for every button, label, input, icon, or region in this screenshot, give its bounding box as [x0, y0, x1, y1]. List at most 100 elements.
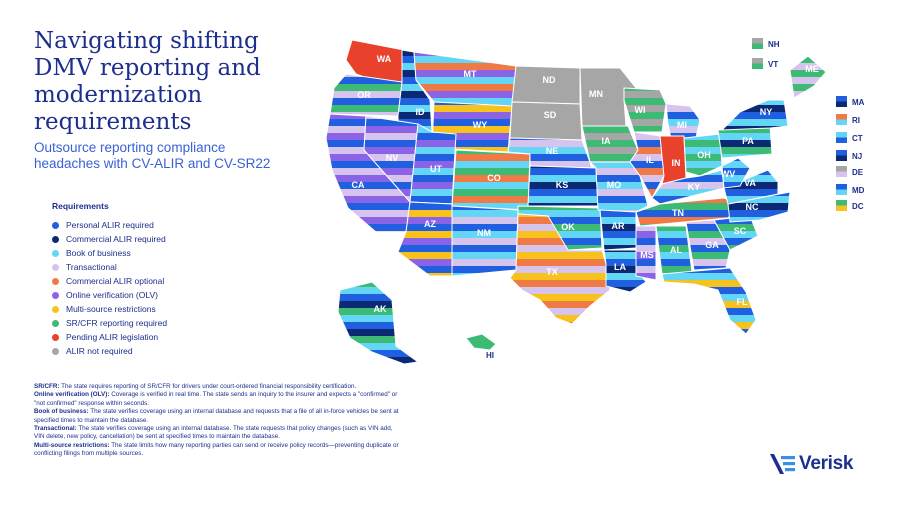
state-label-sc: SC [734, 226, 747, 236]
small-state-swatch [752, 43, 763, 49]
state-label-or: OR [357, 90, 371, 100]
small-state-swatch [836, 132, 847, 138]
small-state-swatch [836, 166, 847, 172]
legend-item-sr-cfr: SR/CFR reporting required [52, 316, 167, 330]
small-state-swatch [836, 200, 847, 206]
page-title: Navigating shifting DMV reporting and mo… [34, 28, 261, 135]
small-states-key: NH VT MA RI CT NJ DE MD DC [752, 38, 865, 211]
state-ny [720, 99, 789, 131]
legend-swatch [52, 333, 59, 341]
small-state-key-nj: NJ [836, 150, 862, 161]
legend-item-not-required: ALIR not required [52, 344, 167, 358]
state-label-ca: CA [352, 180, 365, 190]
small-state-key-ct: CT [836, 132, 863, 143]
state-label-ks: KS [556, 180, 569, 190]
state-label-nd: ND [543, 75, 556, 85]
state-ak [337, 281, 420, 365]
legend-swatch [52, 305, 59, 313]
state-nc [727, 191, 791, 223]
note-transactional: Transactional: The state verifies covera… [34, 425, 393, 441]
legend-item-book-of-business: Book of business [52, 246, 167, 260]
state-sd [509, 101, 583, 141]
small-state-label-nh: NH [768, 40, 780, 49]
state-label-ia: IA [602, 136, 612, 146]
note-olv: Online verification (OLV): Coverage is v… [34, 391, 398, 407]
legend-swatch [52, 249, 59, 257]
state-label-az: AZ [424, 219, 436, 229]
legend-item-personal-alir: Personal ALIR required [52, 218, 167, 232]
state-label-me: ME [805, 64, 819, 74]
state-or [329, 73, 403, 117]
state-label-va: VA [744, 178, 756, 188]
state-label-wi: WI [635, 105, 646, 115]
state-label-nc: NC [746, 202, 759, 212]
state-label-mi: MI [677, 120, 687, 130]
state-label-la: LA [614, 262, 626, 272]
legend-item-multi-source: Multi-source restrictions [52, 302, 167, 316]
state-me [789, 55, 827, 99]
note-sr-cfr: SR/CFR: The state requires reporting of … [34, 383, 357, 390]
state-label-oh: OH [697, 150, 711, 160]
state-nd [511, 65, 581, 105]
state-tx [509, 213, 611, 325]
small-state-swatch [752, 58, 763, 64]
legend-item-pending: Pending ALIR legislation [52, 330, 167, 344]
legend-swatch [52, 263, 59, 271]
state-wv [721, 157, 751, 189]
state-va [723, 169, 779, 205]
legend-swatch [52, 221, 59, 229]
legend-swatch [52, 291, 59, 299]
state-fl [661, 267, 757, 335]
legend-item-transactional: Transactional [52, 260, 167, 274]
small-state-swatch [836, 137, 847, 143]
small-state-key-dc: DC [836, 200, 864, 211]
page-subtitle: Outsource reporting compliance headaches… [34, 140, 271, 171]
small-state-key-ri: RI [836, 114, 860, 125]
small-state-swatch [836, 184, 847, 190]
state-label-hi: HI [486, 351, 494, 360]
verisk-logo: Verisk [768, 451, 854, 477]
small-state-key-md: MD [836, 184, 865, 195]
state-label-ak: AK [374, 304, 387, 314]
state-oh [683, 133, 723, 177]
small-state-swatch [836, 171, 847, 177]
small-state-swatch [836, 189, 847, 195]
legend-item-olv: Online verification (OLV) [52, 288, 167, 302]
small-state-label-ct: CT [852, 134, 863, 143]
state-label-co: CO [487, 173, 501, 183]
state-wi [623, 87, 667, 133]
state-label-tn: TN [672, 208, 684, 218]
legend: Personal ALIR required Commercial ALIR r… [52, 218, 167, 358]
state-label-nm: NM [477, 228, 491, 238]
state-label-id: ID [416, 107, 426, 117]
states-layer: WA OR CA ID NV MT WY UT AZ CO NM ND SD NE KS OK TX MN IA MO… [325, 39, 827, 365]
state-hi [465, 333, 497, 351]
state-label-ky: KY [688, 182, 701, 192]
note-book-of-business: Book of business: The state verifies cov… [34, 408, 399, 424]
state-label-nv: NV [386, 153, 399, 163]
state-label-ne: NE [546, 146, 559, 156]
state-ut [409, 123, 457, 205]
state-label-wy: WY [473, 120, 488, 130]
state-ms [635, 225, 657, 281]
small-state-label-vt: VT [768, 60, 778, 69]
state-label-fl: FL [737, 297, 748, 307]
state-label-ny: NY [760, 107, 773, 117]
state-label-mo: MO [607, 180, 622, 190]
definitions-notes: SR/CFR: The state requires reporting of … [34, 383, 404, 459]
small-state-swatch [836, 96, 847, 102]
legend-swatch [52, 347, 59, 355]
state-label-ms: MS [640, 250, 654, 260]
verisk-logo-text: Verisk [799, 453, 854, 474]
note-multi-source: Multi-source restrictions: The state lim… [34, 441, 399, 458]
legend-swatch [52, 235, 59, 243]
small-state-swatch [836, 101, 847, 107]
state-label-il: IL [646, 155, 655, 165]
state-ky [651, 169, 725, 205]
state-ga [685, 219, 731, 271]
small-state-swatch [752, 38, 763, 44]
state-mt [413, 51, 517, 107]
state-nm [451, 205, 519, 277]
state-label-mn: MN [589, 89, 603, 99]
